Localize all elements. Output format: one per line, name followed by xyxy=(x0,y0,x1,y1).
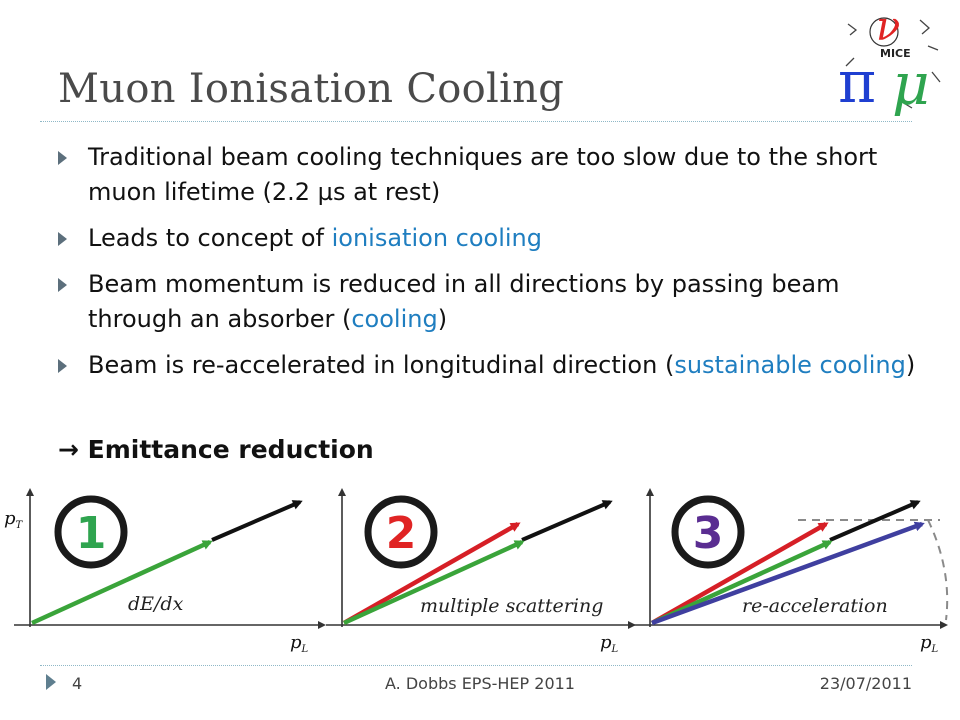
panel-1-caption: dE/dx xyxy=(128,593,184,615)
slide-title: Muon Ionisation Cooling xyxy=(58,66,565,112)
panel-1-number: 1 xyxy=(76,508,107,559)
footer-marker-icon xyxy=(46,674,56,690)
panel-2-x-label: pL xyxy=(600,632,619,655)
title-divider xyxy=(40,121,912,122)
panel-3-x-label: pL xyxy=(920,632,939,655)
panel-1-initial-momentum-arrow xyxy=(211,500,303,542)
panel-3-initial-momentum-arrow xyxy=(829,500,921,542)
panel-1-y-label: pT xyxy=(4,508,24,531)
panel-1-reduced-momentum-arrow xyxy=(31,539,213,626)
panel-2-caption: multiple scattering xyxy=(420,595,603,617)
panel-3-reduced-momentum-arrow xyxy=(651,539,833,626)
panel-2-initial-momentum-arrow xyxy=(521,500,613,542)
logo-sketch-lines xyxy=(845,19,941,109)
emittance-reduction: → Emittance reduction xyxy=(58,435,374,464)
footer-author: A. Dobbs EPS-HEP 2011 xyxy=(385,674,575,693)
highlight-text: ionisation cooling xyxy=(331,224,542,252)
panel-1-x-label: pL xyxy=(290,632,309,655)
bullet-arrow-icon xyxy=(58,359,67,373)
panel-3-scattered-arrow xyxy=(650,522,829,625)
bullet-arrow-icon xyxy=(58,278,67,292)
panel-2-reduced-momentum-arrow xyxy=(343,539,525,626)
bullet-list: Traditional beam cooling techniques are … xyxy=(56,140,916,394)
cooling-diagram-svg: pT pL 1 dE/dx pL 2 multiple scattering p… xyxy=(4,488,949,655)
bullet-arrow-icon xyxy=(58,232,67,246)
page-number: 4 xyxy=(72,674,83,693)
panel-2-number-ring xyxy=(364,495,438,569)
panel-3: pL 3 re-acceleration xyxy=(634,488,949,655)
logo-pi-glyph: π xyxy=(838,48,876,116)
panel-3-reference-dashed-arc xyxy=(927,519,949,621)
panel-2: pL 2 multiple scattering xyxy=(326,488,636,655)
bullet-arrow-icon xyxy=(58,151,67,165)
cooling-diagram: pT pL 1 dE/dx pL 2 multiple scattering p… xyxy=(0,480,960,660)
panel-3-reaccelerated-arrow xyxy=(651,521,925,626)
logo-sketch-circle xyxy=(869,17,899,47)
bullet-item: Leads to concept of ionisation cooling xyxy=(56,221,916,256)
panel-1: pT pL 1 dE/dx xyxy=(4,488,326,655)
logo-mu-glyph: μ xyxy=(892,50,930,118)
panel-3-number-ring xyxy=(671,495,745,569)
logo-nu-glyph: ν xyxy=(876,6,900,50)
panel-2-scattered-arrow xyxy=(342,522,521,625)
logo-text: MICE xyxy=(880,47,911,60)
bullet-item: Beam momentum is reduced in all directio… xyxy=(56,267,916,337)
panel-1-number-ring xyxy=(54,495,128,569)
mice-logo: MICE ν π μ xyxy=(838,6,941,118)
panel-3-caption: re-acceleration xyxy=(742,595,888,617)
highlight-text: cooling xyxy=(351,305,438,333)
panel-3-number: 3 xyxy=(693,508,724,559)
panel-2-number: 2 xyxy=(386,508,417,559)
bullet-item: Traditional beam cooling techniques are … xyxy=(56,140,916,210)
footer-divider xyxy=(40,665,912,666)
bullet-item: Beam is re-accelerated in longitudinal d… xyxy=(56,348,916,383)
footer-date: 23/07/2011 xyxy=(819,674,912,693)
highlight-text: sustainable cooling xyxy=(674,351,906,379)
